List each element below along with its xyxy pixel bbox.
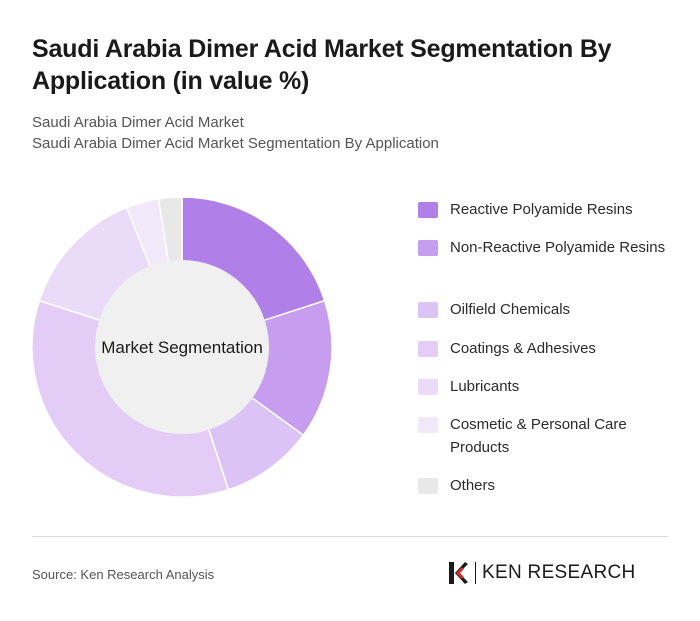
chart-title: Saudi Arabia Dimer Acid Market Segmentat… — [32, 35, 612, 95]
ken-research-logo-icon — [449, 562, 468, 584]
chart-subtitle-segmentation: Saudi Arabia Dimer Acid Market Segmentat… — [32, 135, 439, 152]
legend-swatch — [418, 478, 438, 494]
legend-label: Cosmetic & Personal Care Products — [450, 416, 627, 456]
legend-item: Lubricants — [418, 375, 668, 398]
legend-label: Coatings & Adhesives — [450, 340, 596, 357]
legend-item: Coatings & Adhesives — [418, 337, 668, 360]
legend-item: Others — [418, 474, 668, 497]
legend-swatch — [418, 240, 438, 256]
logo-text: KEN RESEARCH — [482, 562, 636, 583]
logo-separator — [475, 562, 476, 584]
donut-center-label: Market Segmentation — [101, 338, 263, 357]
legend-label: Reactive Polyamide Resins — [450, 201, 633, 218]
donut-center — [95, 260, 269, 434]
legend-label: Oilfield Chemicals — [450, 301, 571, 318]
donut-chart: Market Segmentation — [31, 196, 333, 498]
legend-label: Others — [450, 477, 496, 494]
chart-subtitle-market: Saudi Arabia Dimer Acid Market — [32, 114, 244, 131]
legend-swatch — [418, 302, 438, 318]
legend-swatch — [418, 417, 438, 433]
legend-item: Oilfield Chemicals — [418, 298, 668, 321]
footer-divider — [32, 536, 668, 537]
legend-label: Lubricants — [450, 378, 520, 395]
legend-item: Reactive Polyamide Resins — [418, 198, 668, 221]
legend-swatch — [418, 202, 438, 218]
legend-item: Cosmetic & Personal Care Products — [418, 413, 668, 459]
legend-item: Non-Reactive Polyamide Resins — [418, 236, 668, 259]
legend-swatch — [418, 341, 438, 357]
legend-swatch — [418, 379, 438, 395]
source-note: Source: Ken Research Analysis — [32, 567, 215, 582]
legend-label: Non-Reactive Polyamide Resins — [450, 239, 666, 256]
ken-research-logo: KEN RESEARCH — [447, 560, 636, 586]
